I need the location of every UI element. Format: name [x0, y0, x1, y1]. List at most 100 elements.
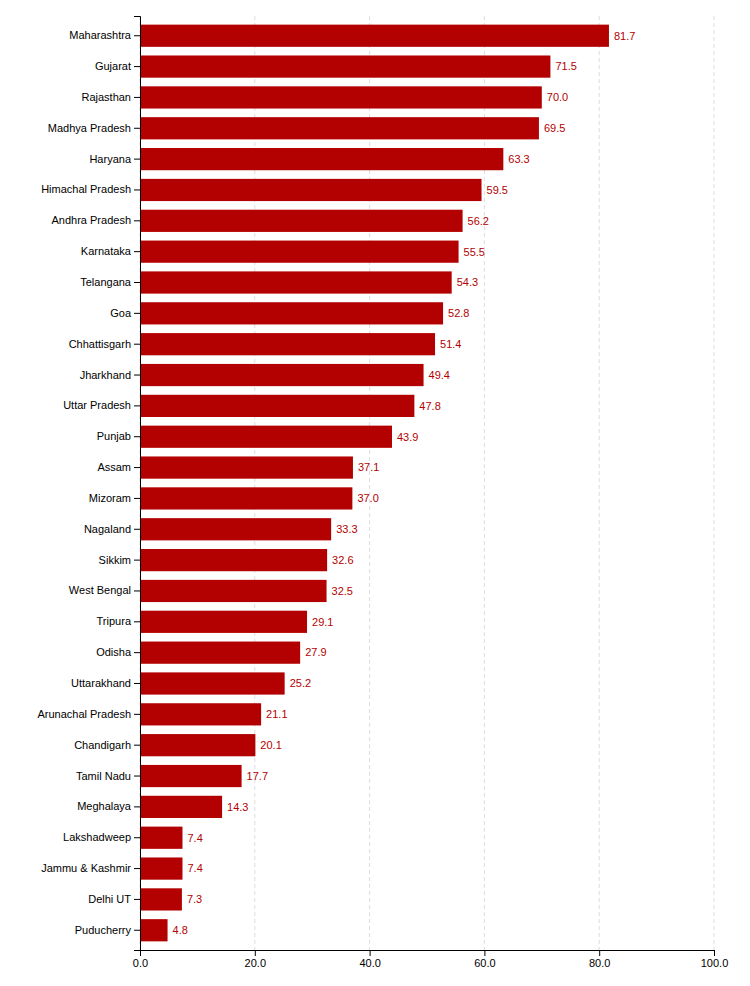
data-label: 33.3 — [336, 523, 357, 535]
data-label: 43.9 — [397, 431, 418, 443]
data-labels: 81.771.570.069.563.359.556.255.554.352.8… — [173, 30, 636, 937]
bar — [140, 25, 609, 47]
bar — [140, 117, 539, 139]
data-label: 7.4 — [187, 832, 202, 844]
x-axis: 0.020.040.060.080.0100.0 — [133, 950, 728, 969]
data-label: 4.8 — [173, 924, 188, 936]
tick-mark — [134, 498, 140, 499]
tick: Puducherry — [75, 924, 140, 936]
bar — [140, 395, 414, 417]
data-label: 32.5 — [332, 585, 353, 597]
bar — [140, 333, 435, 355]
bar — [140, 302, 443, 324]
tick-mark — [134, 621, 140, 622]
tick-label: Telangana — [80, 276, 132, 288]
tick: 80.0 — [589, 950, 610, 969]
tick: Goa — [110, 307, 140, 319]
bar — [140, 580, 327, 602]
tick-label: 60.0 — [474, 957, 495, 969]
tick-mark — [134, 436, 140, 437]
tick: Chhattisgarh — [69, 338, 140, 350]
tick: Punjab — [97, 430, 140, 442]
tick: Assam — [97, 461, 140, 473]
bar — [140, 672, 285, 694]
data-label: 47.8 — [419, 400, 440, 412]
tick: Telangana — [80, 276, 140, 288]
bar — [140, 487, 352, 509]
tick-label: Haryana — [89, 153, 131, 165]
tick-label: Himachal Pradesh — [41, 183, 131, 195]
tick-mark — [134, 899, 140, 900]
tick-label: Assam — [97, 461, 131, 473]
tick-mark — [134, 313, 140, 314]
tick-mark — [134, 251, 140, 252]
tick: Uttar Pradesh — [63, 399, 140, 411]
tick-mark — [134, 97, 140, 98]
grid-line — [599, 16, 600, 950]
data-label: 71.5 — [555, 60, 576, 72]
tick-mark — [134, 189, 140, 190]
data-label: 7.3 — [187, 893, 202, 905]
bar — [140, 642, 300, 664]
tick-mark — [134, 714, 140, 715]
tick-mark — [134, 683, 140, 684]
bar — [140, 765, 242, 787]
data-label: 17.7 — [247, 770, 268, 782]
bar — [140, 549, 327, 571]
bar — [140, 919, 168, 941]
tick-label: Andhra Pradesh — [52, 214, 132, 226]
tick: Uttarakhand — [71, 677, 140, 689]
tick-mark — [134, 375, 140, 376]
data-label: 14.3 — [227, 801, 248, 813]
tick-label: Uttar Pradesh — [63, 399, 131, 411]
y-axis: MaharashtraGujaratRajasthanMadhya Prades… — [37, 17, 140, 951]
tick-mark — [134, 590, 140, 591]
tick-label: Madhya Pradesh — [48, 122, 131, 134]
bar — [140, 86, 542, 108]
tick-label: Nagaland — [84, 523, 131, 535]
data-label: 37.1 — [358, 461, 379, 473]
bar — [140, 241, 459, 263]
data-label: 20.1 — [260, 739, 281, 751]
tick-mark — [714, 950, 715, 956]
data-label: 21.1 — [266, 708, 287, 720]
tick: 0.0 — [133, 950, 148, 969]
tick-mark — [370, 950, 371, 956]
tick-label: Puducherry — [75, 924, 132, 936]
tick-label: 0.0 — [133, 957, 148, 969]
data-label: 63.3 — [508, 153, 529, 165]
tick-label: Uttarakhand — [71, 677, 131, 689]
tick: Odisha — [96, 646, 140, 658]
bar — [140, 364, 424, 386]
tick: Tamil Nadu — [76, 770, 140, 782]
tick-label: Lakshadweep — [63, 831, 131, 843]
tick-mark — [134, 159, 140, 160]
tick-label: Meghalaya — [77, 800, 132, 812]
plot: 81.771.570.069.563.359.556.255.554.352.8… — [37, 16, 728, 969]
tick-mark — [134, 405, 140, 406]
bar — [140, 827, 182, 849]
bar — [140, 179, 482, 201]
tick-label: 100.0 — [701, 957, 729, 969]
data-label: 49.4 — [429, 369, 450, 381]
tick-mark — [484, 950, 485, 956]
tick-mark — [134, 806, 140, 807]
tick-label: Rajasthan — [81, 91, 131, 103]
tick: Andhra Pradesh — [52, 214, 141, 226]
tick-label: Chandigarh — [74, 739, 131, 751]
data-label: 55.5 — [464, 246, 485, 258]
tick-label: Mizoram — [89, 492, 131, 504]
tick-label: Jammu & Kashmir — [41, 862, 131, 874]
axis-line — [141, 951, 715, 957]
data-label: 69.5 — [544, 122, 565, 134]
tick: Jammu & Kashmir — [41, 862, 140, 874]
tick-mark — [134, 776, 140, 777]
bar — [140, 456, 353, 478]
tick: 20.0 — [245, 950, 266, 969]
tick-label: Delhi UT — [88, 893, 131, 905]
tick-mark — [134, 66, 140, 67]
bar — [140, 888, 182, 910]
tick: 100.0 — [701, 950, 729, 969]
tick: Mizoram — [89, 492, 140, 504]
tick: 60.0 — [474, 950, 495, 969]
